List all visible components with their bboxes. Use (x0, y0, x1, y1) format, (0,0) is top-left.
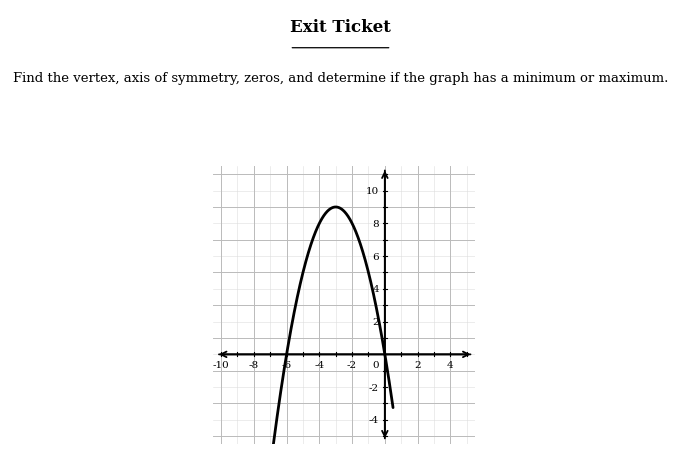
Text: 8: 8 (373, 219, 379, 228)
Text: -2: -2 (347, 360, 357, 369)
Text: Find the vertex, axis of symmetry, zeros, and determine if the graph has a minim: Find the vertex, axis of symmetry, zeros… (13, 72, 668, 85)
Text: 2: 2 (414, 360, 421, 369)
Text: 2: 2 (373, 318, 379, 326)
Text: 4: 4 (373, 285, 379, 294)
Text: 10: 10 (366, 187, 379, 196)
Text: Exit Ticket: Exit Ticket (290, 19, 391, 36)
Text: -2: -2 (369, 383, 379, 392)
Text: 4: 4 (447, 360, 454, 369)
Text: -6: -6 (281, 360, 291, 369)
Text: -10: -10 (212, 360, 229, 369)
Text: -4: -4 (369, 415, 379, 425)
Text: -8: -8 (249, 360, 259, 369)
Text: 6: 6 (373, 252, 379, 261)
Text: 0: 0 (373, 360, 379, 369)
Text: -4: -4 (314, 360, 324, 369)
